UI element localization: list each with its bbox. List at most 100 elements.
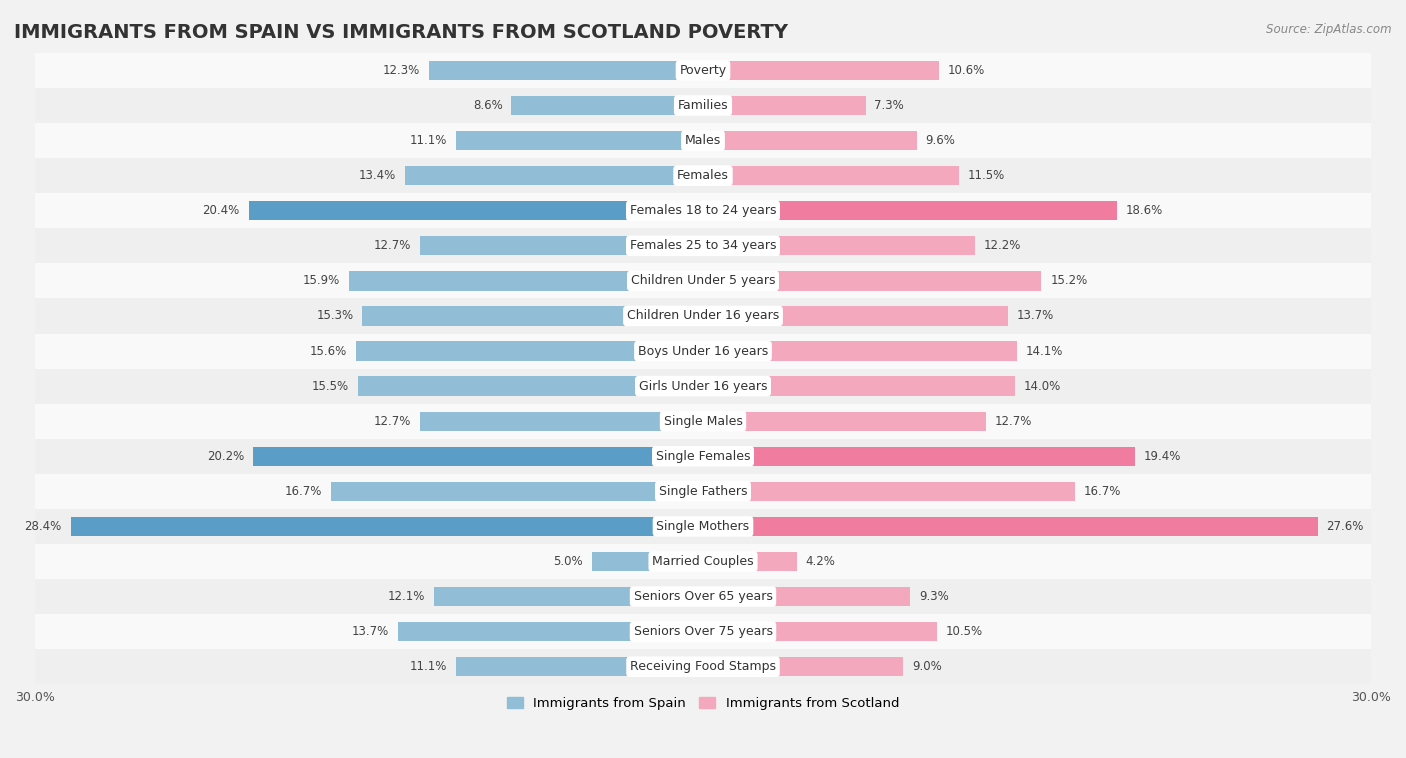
Text: 15.3%: 15.3% [316,309,353,322]
Text: Poverty: Poverty [679,64,727,77]
Text: Boys Under 16 years: Boys Under 16 years [638,345,768,358]
Bar [35,299,1371,334]
Text: Females: Females [678,169,728,182]
Text: 12.7%: 12.7% [374,415,412,428]
Bar [35,123,1371,158]
Bar [703,657,904,676]
Bar [703,201,1118,221]
Text: 15.9%: 15.9% [302,274,340,287]
Text: Females 18 to 24 years: Females 18 to 24 years [630,204,776,218]
Bar [398,622,703,641]
Text: 10.5%: 10.5% [946,625,983,638]
Bar [703,412,986,431]
Bar [703,622,936,641]
Bar [703,517,1317,536]
Text: 16.7%: 16.7% [285,485,322,498]
Bar [35,579,1371,614]
Bar [703,271,1042,290]
Bar [249,201,703,221]
Bar [35,649,1371,684]
Text: 9.3%: 9.3% [920,590,949,603]
Bar [35,334,1371,368]
Bar [35,404,1371,439]
Text: 7.3%: 7.3% [875,99,904,112]
Text: 12.7%: 12.7% [374,240,412,252]
Text: 5.0%: 5.0% [553,555,582,568]
Text: 12.1%: 12.1% [387,590,425,603]
Bar [35,228,1371,263]
Text: 11.5%: 11.5% [967,169,1005,182]
Bar [592,552,703,571]
Bar [703,166,959,185]
Bar [433,587,703,606]
Text: 9.6%: 9.6% [925,134,956,147]
Bar [429,61,703,80]
Text: Males: Males [685,134,721,147]
Text: 10.6%: 10.6% [948,64,986,77]
Text: Source: ZipAtlas.com: Source: ZipAtlas.com [1267,23,1392,36]
Bar [420,236,703,255]
Text: 15.2%: 15.2% [1050,274,1088,287]
Text: 20.4%: 20.4% [202,204,240,218]
Bar [349,271,703,290]
Bar [35,263,1371,299]
Bar [703,236,974,255]
Text: Single Fathers: Single Fathers [659,485,747,498]
Text: 11.1%: 11.1% [409,660,447,673]
Text: Receiving Food Stamps: Receiving Food Stamps [630,660,776,673]
Text: 11.1%: 11.1% [409,134,447,147]
Bar [35,439,1371,474]
Text: Children Under 16 years: Children Under 16 years [627,309,779,322]
Text: Children Under 5 years: Children Under 5 years [631,274,775,287]
Text: 14.0%: 14.0% [1024,380,1062,393]
Text: 12.7%: 12.7% [994,415,1032,428]
Text: Girls Under 16 years: Girls Under 16 years [638,380,768,393]
Text: 13.7%: 13.7% [1017,309,1054,322]
Text: 15.6%: 15.6% [309,345,347,358]
Bar [35,88,1371,123]
Bar [35,53,1371,88]
Text: 14.1%: 14.1% [1026,345,1063,358]
Text: Single Mothers: Single Mothers [657,520,749,533]
Text: Seniors Over 65 years: Seniors Over 65 years [634,590,772,603]
Bar [456,657,703,676]
Bar [363,306,703,326]
Bar [70,517,703,536]
Bar [703,446,1135,466]
Bar [456,131,703,150]
Bar [253,446,703,466]
Text: Single Males: Single Males [664,415,742,428]
Text: IMMIGRANTS FROM SPAIN VS IMMIGRANTS FROM SCOTLAND POVERTY: IMMIGRANTS FROM SPAIN VS IMMIGRANTS FROM… [14,23,787,42]
Text: Families: Families [678,99,728,112]
Bar [35,614,1371,649]
Bar [359,377,703,396]
Text: Seniors Over 75 years: Seniors Over 75 years [634,625,772,638]
Bar [703,587,910,606]
Bar [420,412,703,431]
Text: 9.0%: 9.0% [912,660,942,673]
Bar [35,368,1371,404]
Bar [356,341,703,361]
Text: 13.7%: 13.7% [352,625,389,638]
Text: 12.3%: 12.3% [382,64,420,77]
Bar [703,377,1015,396]
Bar [703,96,866,115]
Text: Married Couples: Married Couples [652,555,754,568]
Bar [703,61,939,80]
Bar [703,481,1076,501]
Text: 27.6%: 27.6% [1326,520,1364,533]
Text: 4.2%: 4.2% [806,555,835,568]
Text: 12.2%: 12.2% [984,240,1021,252]
Text: Single Females: Single Females [655,449,751,463]
Bar [512,96,703,115]
Bar [703,552,797,571]
Bar [35,158,1371,193]
Text: 28.4%: 28.4% [24,520,62,533]
Bar [35,474,1371,509]
Bar [405,166,703,185]
Bar [35,509,1371,544]
Bar [703,306,1008,326]
Bar [35,193,1371,228]
Bar [330,481,703,501]
Text: Females 25 to 34 years: Females 25 to 34 years [630,240,776,252]
